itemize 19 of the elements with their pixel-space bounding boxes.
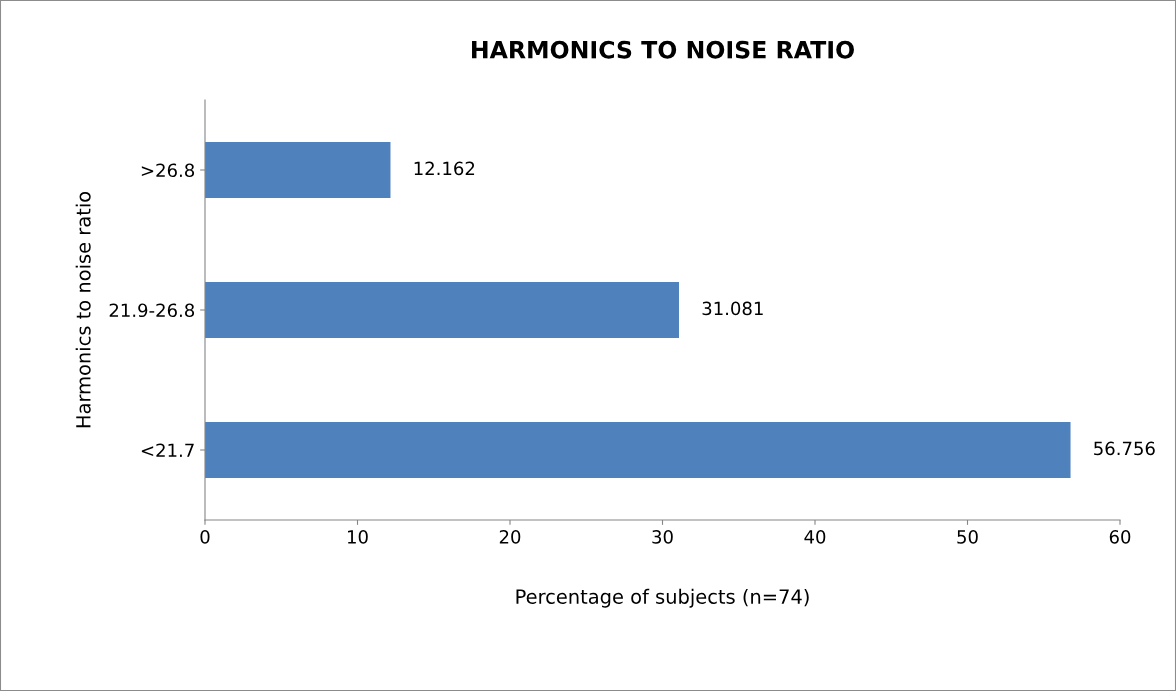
x-tick-label: 10 [348,530,368,544]
chart-title: HARMONICS TO NOISE RATIO [472,40,854,59]
x-tick-label: 50 [957,530,978,544]
x-tick-label: 0 [200,530,210,544]
x-axis-title: Percentage of subjects (n=74) [516,588,809,608]
data-label: 12.162 [414,161,475,176]
y-tick-label: 21.9-26.8 [109,303,195,318]
y-tick-label: <21.7 [141,443,194,457]
data-label: 56.756 [1094,441,1155,456]
x-tick-label: 60 [1109,530,1131,544]
bar [205,422,1071,478]
x-tick-label: 40 [804,530,826,544]
y-axis-title: Harmonics to noise ratio [75,191,91,428]
bar [205,142,391,198]
x-tick-label: 20 [499,530,521,544]
x-tick-label: 30 [652,530,673,544]
y-tick-label: >26.8 [141,163,195,178]
bar [205,282,679,338]
data-label: 31.081 [702,301,763,316]
